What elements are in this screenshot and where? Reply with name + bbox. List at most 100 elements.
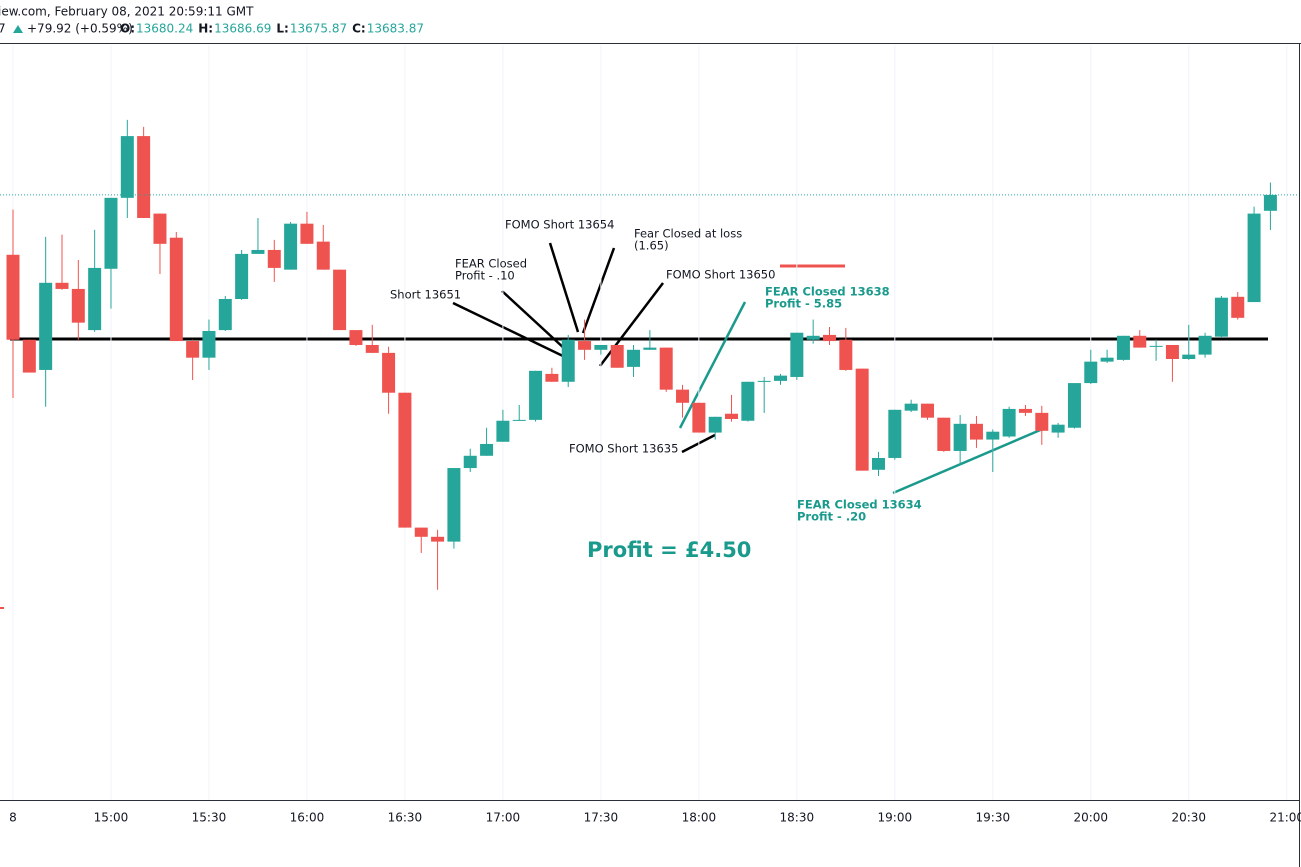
pointer [452,301,566,359]
candle-body [1247,213,1261,303]
candle-body [953,423,967,451]
annotation: FOMO Short 13650 [666,268,775,282]
candle-body [512,419,526,421]
candle-body [757,380,771,382]
candle-body [202,330,216,358]
x-tick-label: 19:30 [976,811,1011,825]
candle-body [267,249,281,268]
candle-body [431,536,445,542]
candle-body [120,136,134,198]
pointer [501,290,567,351]
candle-body [398,392,412,528]
annotation-pointers-teal [678,301,1046,495]
annotation: Short 13651 [390,288,461,302]
header-ohlc: O: 13680.24 H: 13686.69 L: 13675.87 C: 13683.87 [120,22,424,36]
candle-body [88,267,102,331]
ohlc-value: 13680.24 [136,22,193,36]
candle-body [1035,412,1049,431]
candle-body [71,288,85,323]
candle-body [986,431,1000,440]
candle-body [692,402,706,433]
pointer [581,247,616,334]
candle-body [594,344,608,350]
candle-body [463,455,477,469]
up-arrow [13,25,23,33]
header-source: iew.com, February 08, 2021 20:59:11 GMT [0,5,254,19]
annotation: FEAR Closed 13634 [797,498,922,512]
x-tick-label: 21:00 [1269,811,1301,825]
candle-body [871,457,885,470]
candle-body [774,375,788,381]
profit-total: Profit = £4.50 [587,538,751,562]
annotation: FOMO Short 13635 [569,442,678,456]
candle-body [137,136,151,218]
annotation: Profit - .10 [455,269,515,283]
candle-body [529,370,543,420]
candle-body [365,344,379,353]
ohlc-label: C: [352,22,366,36]
candle-body [169,237,183,342]
candle-body [708,416,722,433]
x-tick-label: 18:30 [780,811,815,825]
candle-body [1149,345,1163,347]
pointer [678,301,747,429]
x-tick-label: 20:30 [1171,811,1206,825]
ohlc-value: 13675.87 [290,22,347,36]
x-tick-label: 15:30 [192,811,227,825]
candle-body [6,254,20,340]
candle-body [1067,383,1081,428]
x-tick-label: 15:00 [94,811,129,825]
candle-body [382,352,396,393]
header-change: +79.92 (+0.59%) [27,22,133,36]
candle-body [284,223,298,270]
candle-body [1018,408,1032,413]
candle-body [235,253,249,300]
annotation: Profit - 5.85 [765,297,842,311]
candle-body [447,468,461,542]
ohlc-label: H: [198,22,213,36]
annotation: FOMO Short 13654 [505,218,614,232]
candle-body [839,339,853,370]
candle-body [333,269,347,331]
candle-body [741,381,755,421]
candle-body [1231,296,1245,318]
candle-body [480,443,494,456]
candle-body [316,241,330,270]
candle-body [920,403,934,418]
candle-body [1182,354,1196,359]
candle-body [218,299,232,331]
candle-body [855,368,869,471]
candle-body [823,334,836,342]
x-tick-label: 8 [9,811,17,825]
candle-body [39,282,53,370]
ohlc-label: O: [120,22,135,36]
candle-body [22,339,36,373]
annotation: FEAR Closed 13638 [765,285,890,299]
candle-body [186,341,200,358]
candle-body [610,344,624,368]
candle-body [349,330,363,345]
header-prefix: 7 [0,22,6,36]
candle-body [153,213,167,244]
candle-body [643,347,657,350]
candle-body [496,420,510,442]
candle-body [1100,357,1114,362]
x-tick-label: 16:00 [290,811,325,825]
candle-body [725,413,739,419]
candle-body [659,347,673,390]
x-tick-label: 17:30 [584,811,619,825]
x-tick-label: 18:00 [682,811,717,825]
pointer [892,426,1046,495]
candle-body [578,341,592,350]
pointer [599,282,664,367]
candle-body [561,339,575,382]
x-tick-label: 16:30 [388,811,423,825]
candle-body [627,349,641,367]
candle-body [1084,361,1098,384]
x-tick-label: 17:00 [486,811,521,825]
candle-body [790,332,804,377]
candle-body [969,423,983,440]
ohlc-value: 13683.87 [367,22,424,36]
